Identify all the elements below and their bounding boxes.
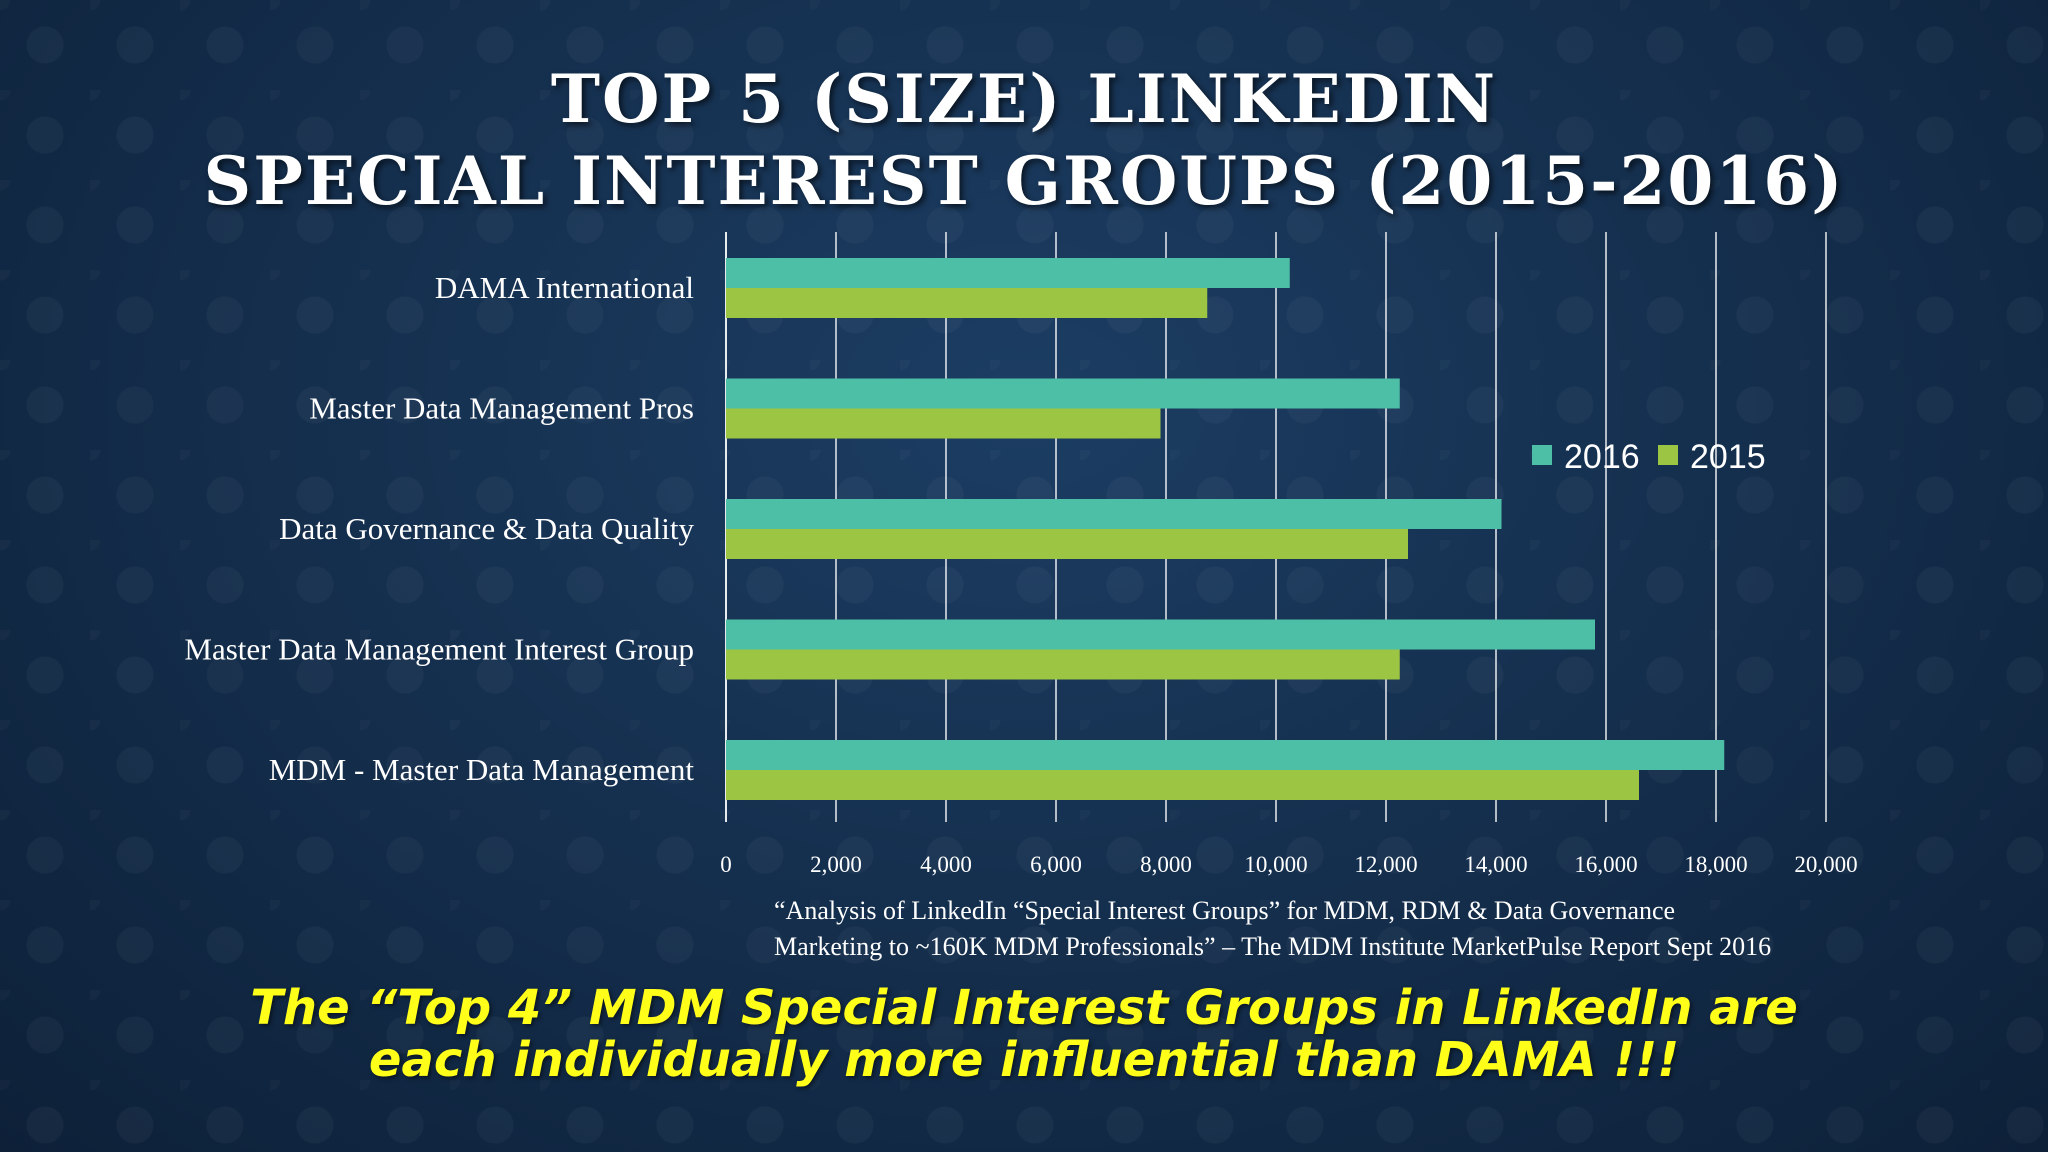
x-tick-label: 12,000 [1354, 852, 1417, 877]
category-labels: DAMA International Master Data Management… [184, 270, 694, 787]
x-tick-label: 20,000 [1794, 852, 1857, 877]
bar-2015 [726, 649, 1400, 680]
category-label: Master Data Management Interest Group [184, 632, 694, 667]
x-tick-label: 8,000 [1140, 852, 1192, 877]
callout-line-2: each individually more influential than … [368, 1032, 1680, 1088]
slide-title: TOP 5 (SIZE) LINKEDIN SPECIAL INTEREST G… [0, 58, 2048, 222]
bar-2016 [726, 378, 1400, 409]
source-line-1: “Analysis of LinkedIn “Special Interest … [774, 896, 1676, 925]
bar-2015 [726, 408, 1161, 439]
bar-2016 [726, 499, 1502, 529]
source-line-2: Marketing to ~160K MDM Professionals” – … [774, 932, 1772, 961]
x-tick-label: 10,000 [1244, 852, 1307, 877]
bar-2016 [726, 740, 1725, 770]
bar-2016 [726, 258, 1290, 288]
legend: 2016 2015 [1532, 438, 1766, 476]
x-tick-label: 16,000 [1574, 852, 1637, 877]
tick-labels: 0 2,000 4,000 6,000 8,000 10,000 12,000 14,000 1… [720, 852, 1857, 877]
bar-2015 [726, 770, 1639, 800]
category-label: MDM - Master Data Management [269, 752, 695, 787]
title-line-1: TOP 5 (SIZE) LINKEDIN [550, 60, 1498, 138]
x-tick-label: 0 [720, 852, 732, 877]
bar-2015 [726, 288, 1208, 318]
callout-text: The “Top 4” MDM Special Interest Groups … [0, 982, 2048, 1086]
source-citation: “Analysis of LinkedIn “Special Interest … [774, 893, 1771, 965]
legend-swatch-2015 [1658, 445, 1678, 465]
x-tick-label: 6,000 [1030, 852, 1082, 877]
title-line-2: SPECIAL INTEREST GROUPS (2015-2016) [203, 142, 1845, 220]
legend-label-2016: 2016 [1564, 438, 1640, 476]
bar-2016 [726, 619, 1595, 650]
bar-2015 [726, 529, 1408, 559]
x-tick-label: 2,000 [810, 852, 862, 877]
category-label: DAMA International [435, 270, 694, 305]
bar-chart: DAMA International Master Data Management… [184, 258, 1857, 877]
legend-swatch-2016 [1532, 445, 1552, 465]
legend-label-2015: 2015 [1690, 438, 1766, 476]
category-label: Data Governance & Data Quality [279, 511, 694, 546]
x-tick-label: 18,000 [1684, 852, 1747, 877]
category-label: Master Data Management Pros [309, 391, 694, 426]
bars [726, 258, 1725, 800]
x-tick-label: 14,000 [1464, 852, 1527, 877]
x-tick-label: 4,000 [920, 852, 972, 877]
callout-line-1: The “Top 4” MDM Special Interest Groups … [250, 980, 1798, 1036]
